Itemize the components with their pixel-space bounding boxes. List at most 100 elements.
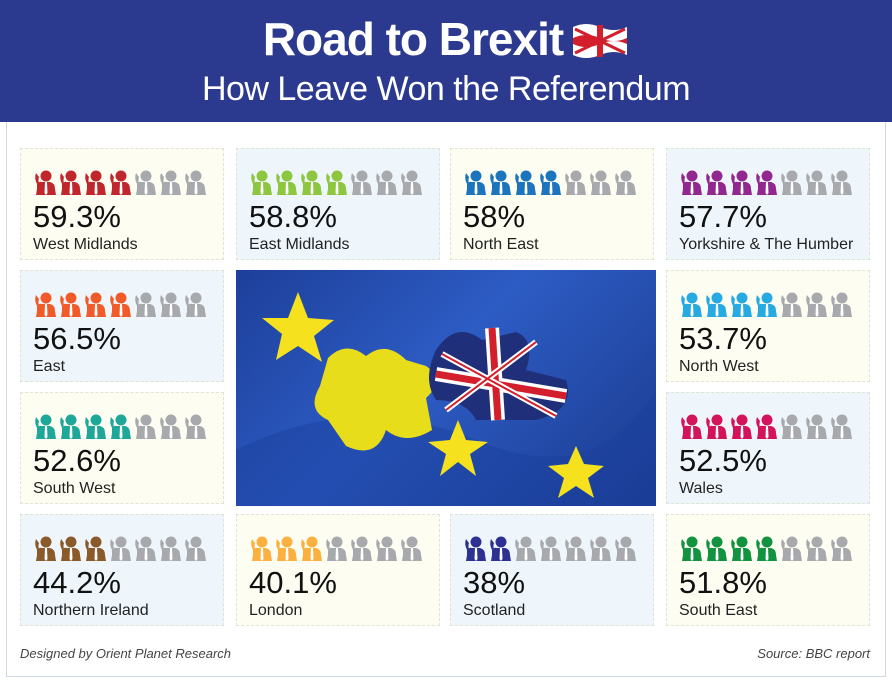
voter-filled-icon <box>299 169 322 200</box>
voter-filled-icon <box>754 535 777 566</box>
leave-percentage: 58.8% <box>249 199 337 234</box>
design-credit: Designed by Orient Planet Research <box>20 646 232 661</box>
region-name: London <box>249 602 303 619</box>
region-name: North West <box>679 358 759 375</box>
voter-empty-icon <box>158 291 181 322</box>
voter-filled-icon <box>679 413 702 444</box>
leave-percentage: 53.7% <box>679 321 767 356</box>
voter-empty-icon <box>349 169 372 200</box>
eu-uk-puzzle-image <box>236 270 656 506</box>
voter-filled-icon <box>33 169 56 200</box>
voter-icons <box>679 535 852 566</box>
region-card: 59.3% West Midlands <box>20 148 224 260</box>
voter-filled-icon <box>729 291 752 322</box>
voter-filled-icon <box>704 535 727 566</box>
voter-empty-icon <box>158 535 181 566</box>
voter-filled-icon <box>58 169 81 200</box>
region-name: East <box>33 358 66 375</box>
voter-filled-icon <box>58 413 81 444</box>
page-subtitle: How Leave Won the Referendum <box>201 70 691 108</box>
region-card: 52.6% South West <box>20 392 224 504</box>
voter-filled-icon <box>679 169 702 200</box>
voter-empty-icon <box>804 291 827 322</box>
region-name: West Midlands <box>33 236 138 253</box>
voter-empty-icon <box>779 535 802 566</box>
leave-percentage: 51.8% <box>679 565 767 600</box>
voter-empty-icon <box>349 535 372 566</box>
voter-empty-icon <box>183 413 206 444</box>
voter-filled-icon <box>58 291 81 322</box>
voter-filled-icon <box>324 169 347 200</box>
voter-empty-icon <box>779 169 802 200</box>
voter-icons <box>249 535 422 566</box>
region-card: 57.7% Yorkshire & The Humber <box>666 148 870 260</box>
header: Road to Brexit How Leave Won the Referen… <box>0 0 892 122</box>
voter-filled-icon <box>704 169 727 200</box>
voter-filled-icon <box>108 169 131 200</box>
voter-icons <box>33 291 206 322</box>
voter-icons <box>33 169 206 200</box>
region-card: 44.2% Northern Ireland <box>20 514 224 626</box>
voter-icons <box>463 535 636 566</box>
voter-icons <box>679 413 852 444</box>
region-card: 53.7% North West <box>666 270 870 382</box>
voter-empty-icon <box>563 535 586 566</box>
region-card: 40.1% London <box>236 514 440 626</box>
voter-empty-icon <box>133 535 156 566</box>
voter-filled-icon <box>513 169 536 200</box>
leave-percentage: 40.1% <box>249 565 337 600</box>
voter-icons <box>33 535 206 566</box>
leave-percentage: 58% <box>463 199 526 234</box>
leave-percentage: 38% <box>463 565 526 600</box>
voter-filled-icon <box>679 291 702 322</box>
leave-percentage: 56.5% <box>33 321 121 356</box>
voter-empty-icon <box>563 169 586 200</box>
voter-filled-icon <box>108 291 131 322</box>
leave-percentage: 44.2% <box>33 565 121 600</box>
region-card: 52.5% Wales <box>666 392 870 504</box>
leave-percentage: 59.3% <box>33 199 121 234</box>
voter-icons <box>463 169 636 200</box>
voter-empty-icon <box>829 291 852 322</box>
voter-filled-icon <box>58 535 81 566</box>
voter-empty-icon <box>374 169 397 200</box>
voter-empty-icon <box>133 291 156 322</box>
leave-percentage: 52.5% <box>679 443 767 478</box>
voter-icons <box>33 413 206 444</box>
region-name: South East <box>679 602 758 619</box>
voter-filled-icon <box>249 535 272 566</box>
region-name: East Midlands <box>249 236 350 253</box>
leave-percentage: 57.7% <box>679 199 767 234</box>
voter-filled-icon <box>463 535 486 566</box>
voter-icons <box>679 291 852 322</box>
voter-empty-icon <box>183 291 206 322</box>
region-name: Northern Ireland <box>33 602 149 619</box>
voter-empty-icon <box>829 413 852 444</box>
voter-filled-icon <box>299 535 322 566</box>
voter-filled-icon <box>754 413 777 444</box>
voter-filled-icon <box>108 413 131 444</box>
voter-filled-icon <box>463 169 486 200</box>
voter-empty-icon <box>133 413 156 444</box>
voter-filled-icon <box>33 413 56 444</box>
voter-filled-icon <box>538 169 561 200</box>
voter-empty-icon <box>108 535 131 566</box>
voter-filled-icon <box>488 169 511 200</box>
voter-empty-icon <box>158 413 181 444</box>
voter-empty-icon <box>588 535 611 566</box>
voter-filled-icon <box>83 291 106 322</box>
voter-filled-icon <box>679 535 702 566</box>
page-title: Road to Brexit <box>0 12 892 70</box>
voter-filled-icon <box>704 413 727 444</box>
voter-empty-icon <box>804 413 827 444</box>
voter-filled-icon <box>274 169 297 200</box>
voter-filled-icon <box>754 291 777 322</box>
voter-empty-icon <box>183 535 206 566</box>
voter-empty-icon <box>538 535 561 566</box>
region-name: Yorkshire & The Humber <box>679 236 854 253</box>
voter-filled-icon <box>33 535 56 566</box>
region-name: Scotland <box>463 602 526 619</box>
voter-empty-icon <box>829 535 852 566</box>
voter-empty-icon <box>804 169 827 200</box>
voter-empty-icon <box>613 535 636 566</box>
